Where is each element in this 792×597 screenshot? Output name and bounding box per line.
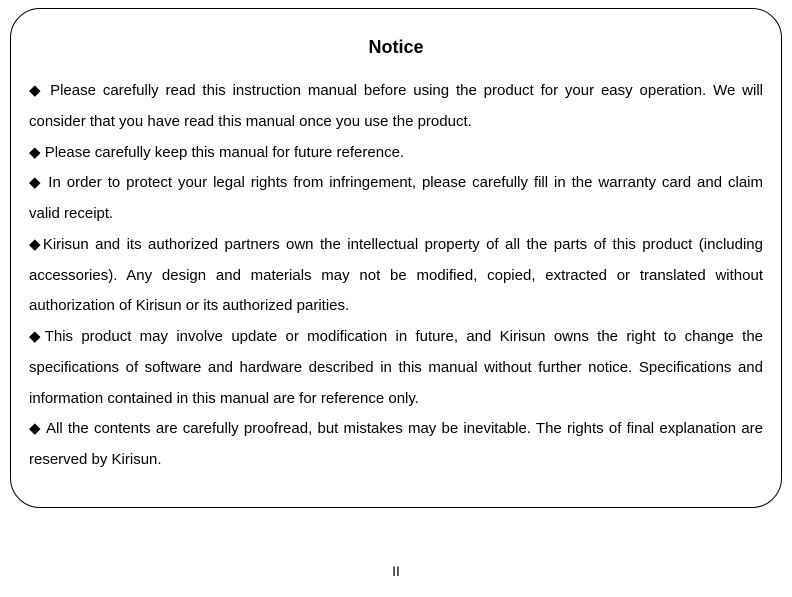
notice-text: All the contents are carefully proofread… [29,420,763,468]
diamond-bullet-icon: ◆ [29,82,43,99]
notice-item-4: ◆This product may involve update or modi… [29,322,763,414]
diamond-bullet-icon: ◆ [29,236,43,253]
notice-text: Kirisun and its authorized partners own … [29,236,763,315]
notice-title: Notice [29,37,763,58]
page-number: II [0,563,792,579]
notice-box: Notice ◆ Please carefully read this inst… [10,8,782,508]
notice-text: This product may involve update or modif… [29,328,763,407]
notice-text: Please carefully read this instruction m… [29,82,763,130]
notice-item-0: ◆ Please carefully read this instruction… [29,76,763,138]
notice-text: In order to protect your legal rights fr… [29,174,763,222]
notice-content: ◆ Please carefully read this instruction… [29,76,763,476]
notice-item-5: ◆ All the contents are carefully proofre… [29,414,763,476]
diamond-bullet-icon: ◆ [29,144,41,161]
diamond-bullet-icon: ◆ [29,328,45,345]
notice-text: Please carefully keep this manual for fu… [45,144,404,161]
notice-item-1: ◆ Please carefully keep this manual for … [29,138,763,169]
diamond-bullet-icon: ◆ [29,174,42,191]
diamond-bullet-icon: ◆ [29,420,42,437]
notice-item-2: ◆ In order to protect your legal rights … [29,168,763,230]
notice-item-3: ◆Kirisun and its authorized partners own… [29,230,763,322]
